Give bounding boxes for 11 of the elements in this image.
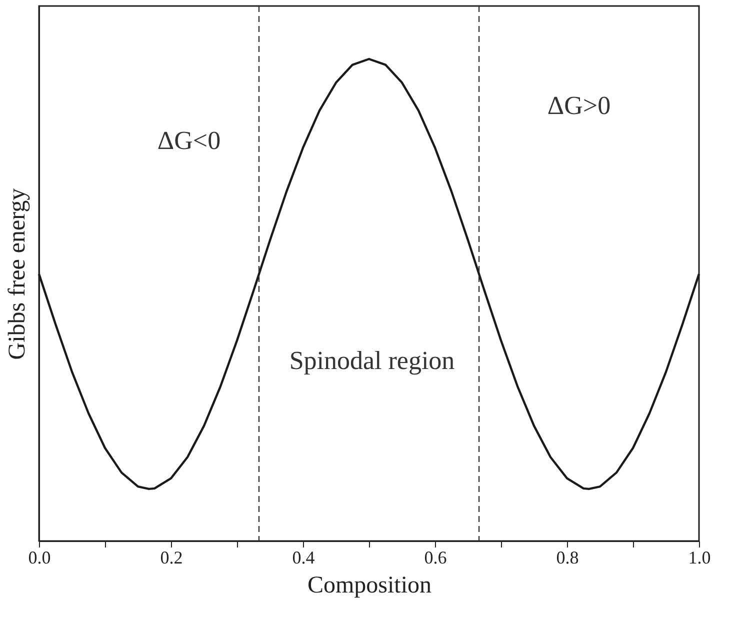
- annotation: Spinodal region: [289, 346, 455, 375]
- y-axis-title: Gibbs free energy: [4, 188, 30, 360]
- x-tick-label: 0.0: [28, 548, 51, 568]
- x-tick-label: 0.2: [160, 548, 183, 568]
- x-tick-label: 1.0: [688, 548, 711, 568]
- x-tick-label: 0.4: [292, 548, 315, 568]
- x-tick-label: 0.6: [424, 548, 447, 568]
- annotation: ΔG>0: [547, 91, 611, 120]
- x-tick-label: 0.8: [556, 548, 579, 568]
- x-axis-title: Composition: [307, 572, 432, 598]
- annotation: ΔG<0: [157, 126, 221, 155]
